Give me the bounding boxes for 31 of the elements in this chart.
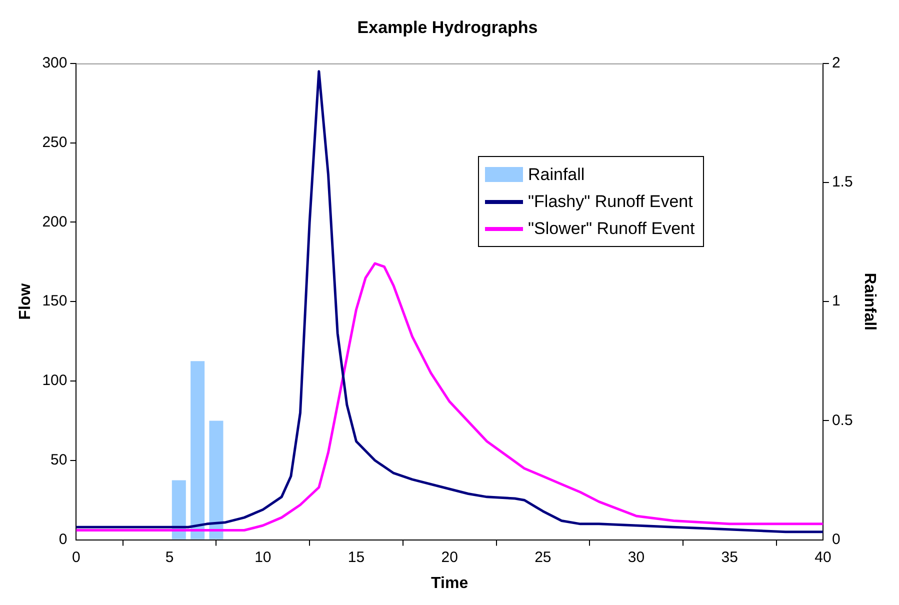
x-tick-label: 20: [441, 548, 458, 566]
legend-label: Rainfall: [528, 164, 585, 186]
y-tick-label: 0: [58, 530, 68, 548]
y2-tick-label: 0.5: [832, 412, 853, 429]
y2-tick-label: 1.5: [832, 174, 853, 191]
y-axis-title: Flow: [17, 282, 34, 320]
y2-tick-label: 1: [832, 292, 840, 310]
y-tick-label: 150: [42, 292, 68, 310]
x-tick-label: 35: [721, 548, 738, 566]
y-tick-label: 100: [42, 372, 68, 390]
y-tick-label: 300: [42, 54, 68, 72]
y-tick-label: 50: [50, 452, 68, 469]
x-axis-title: Time: [431, 574, 468, 592]
x-tick-label: 15: [348, 548, 365, 566]
y-tick-label: 250: [42, 134, 68, 151]
bar: [190, 361, 205, 540]
bar: [209, 420, 224, 540]
x-tick-label: 0: [72, 548, 80, 566]
y-tick-label: 200: [42, 213, 68, 230]
x-tick-label: 25: [534, 548, 552, 566]
y2-tick-label: 0: [832, 530, 840, 548]
y2-tick-label: 2: [832, 54, 840, 72]
chart-title: Example Hydrographs: [357, 18, 538, 37]
x-tick-label: 10: [254, 548, 272, 566]
legend-label: "Flashy" Runoff Event: [528, 191, 693, 213]
legend-label: "Slower" Runoff Event: [528, 218, 695, 240]
y2-axis-title: Rainfall: [860, 272, 878, 330]
x-tick-label: 30: [628, 548, 645, 566]
bar: [172, 480, 186, 540]
x-tick-label: 5: [165, 548, 174, 566]
x-tick-label: 40: [814, 548, 832, 566]
